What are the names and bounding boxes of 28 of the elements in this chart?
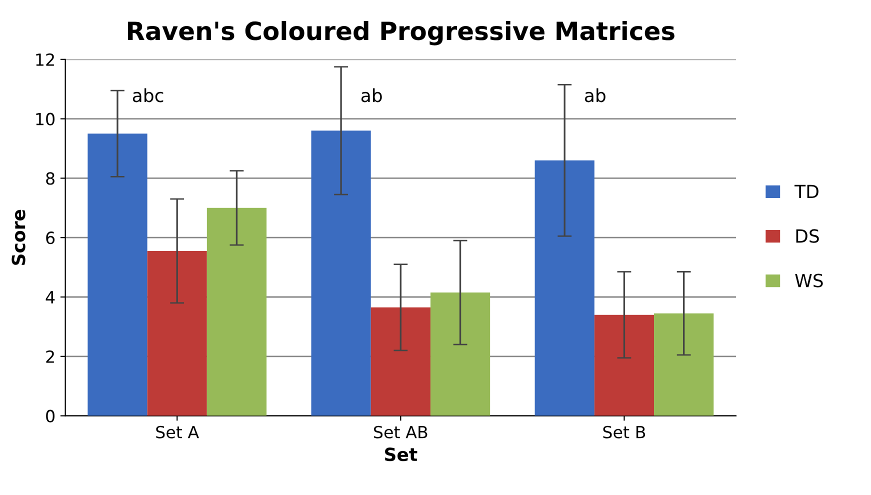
bar: [594, 314, 654, 416]
legend-label: DS: [796, 229, 819, 243]
y-axis-title: Score: [12, 210, 26, 265]
x-axis-title: Set: [385, 448, 418, 462]
y-tick-label: 6: [46, 232, 55, 244]
bar: [206, 208, 267, 416]
x-tick-label: Set AB: [374, 426, 428, 438]
annotation: ab: [584, 88, 606, 102]
y-tick-label: 10: [36, 112, 54, 126]
bar: [534, 160, 594, 416]
bar: [370, 307, 430, 416]
y-tick-label: 4: [46, 291, 55, 304]
bar: [654, 313, 714, 416]
bar: [430, 292, 490, 416]
y-tick-label: 12: [36, 53, 54, 66]
annotation: ab: [361, 88, 382, 102]
y-tick-label: 8: [46, 172, 54, 185]
legend-label: WS: [795, 274, 823, 288]
bar: [147, 250, 207, 416]
x-tick-label: Set A: [156, 426, 199, 438]
x-tick-label: Set B: [603, 426, 646, 438]
bar: [88, 134, 148, 416]
y-tick-label: 2: [46, 350, 54, 363]
bar: [311, 130, 371, 416]
chart-title: Raven's Coloured Progressive Matrices: [128, 20, 674, 46]
legend-label: TD: [794, 184, 818, 198]
y-tick-label: 0: [46, 410, 54, 422]
annotation: abc: [132, 88, 164, 102]
